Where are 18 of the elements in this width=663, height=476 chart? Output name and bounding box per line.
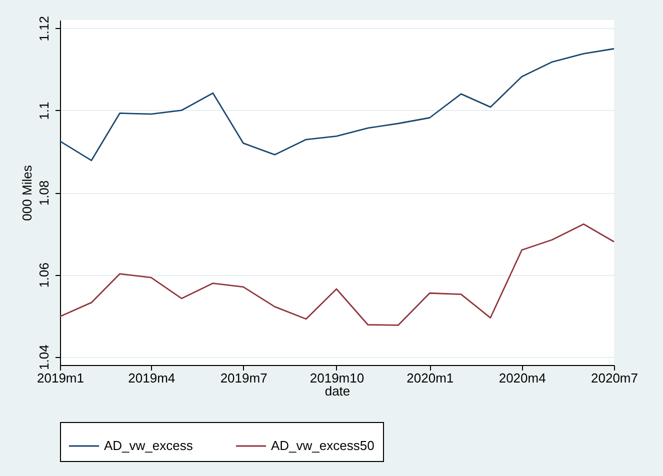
y-axis-title: 000 Miles [20,164,34,221]
line-series [59,223,615,326]
legend-label: AD_vw_excess50 [271,438,374,453]
x-axis-title: date [324,384,350,398]
x-tick-label: 2019m10 [310,370,364,386]
y-tick-label: 1.06 [36,262,52,288]
x-tick-label: 2020m7 [591,370,638,386]
x-tick-label: 2019m4 [128,370,176,386]
x-tick-label: 2019m1 [37,370,84,386]
y-tick-label: 1.04 [36,344,52,370]
y-tick-label: 1.08 [36,180,52,206]
y-tick-label: 1.12 [36,16,52,42]
x-tick-label: 2020m1 [406,370,454,386]
line-series [59,48,615,162]
y-tick-label: 1.1 [36,102,52,120]
x-tick-label: 2019m7 [220,370,268,386]
x-tick-label: 2020m4 [498,370,546,386]
legend-label: AD_vw_excess [104,438,194,453]
